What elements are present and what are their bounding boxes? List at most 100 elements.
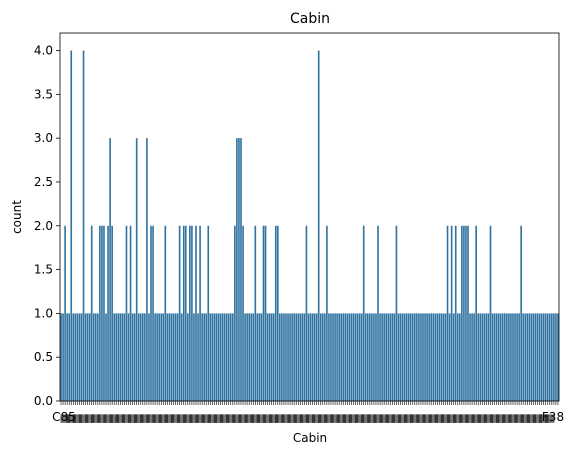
bar: [350, 313, 353, 401]
bar: [434, 313, 437, 401]
x-tick-label-overlap: █: [446, 414, 457, 423]
x-tick-label-overlap: █: [72, 414, 83, 423]
bar: [315, 313, 318, 401]
bar: [272, 313, 275, 401]
bar: [70, 50, 73, 402]
bar: [201, 313, 203, 401]
bar: [520, 225, 522, 401]
bar: [342, 313, 345, 401]
bar: [381, 313, 383, 401]
bar: [62, 313, 64, 401]
bar: [150, 225, 152, 401]
x-tick-label-overlap: █: [415, 414, 426, 423]
bar: [264, 225, 267, 401]
x-tick-label-overlap: █: [182, 414, 193, 423]
x-tick-label-overlap: █: [495, 414, 506, 423]
bar: [236, 138, 238, 401]
bar: [113, 313, 116, 401]
bar: [135, 138, 138, 401]
bar: [60, 313, 62, 401]
bar: [450, 225, 453, 401]
bar: [227, 313, 230, 401]
x-tick-label-overlap: █: [464, 414, 475, 423]
bar: [395, 225, 398, 401]
bar: [326, 225, 328, 401]
bar: [411, 313, 414, 401]
x-tick-label-overlap: █: [452, 414, 463, 423]
x-tick-label-overlap: █: [305, 414, 316, 423]
x-tick-label-overlap: █: [507, 414, 518, 423]
bar: [82, 50, 85, 402]
bar: [117, 313, 120, 401]
y-tick-label: 3.5: [34, 87, 53, 101]
bar: [309, 313, 312, 401]
bar: [416, 313, 418, 401]
bar: [242, 225, 244, 401]
bar: [219, 313, 222, 401]
x-tick-label-overlap: █: [96, 414, 107, 423]
bar: [178, 225, 181, 401]
bar: [546, 313, 549, 401]
bar: [548, 313, 551, 401]
bar: [156, 313, 158, 401]
bar: [340, 313, 343, 401]
x-tick-label-overlap: █: [434, 414, 445, 423]
bar: [352, 313, 355, 401]
bar: [199, 225, 201, 401]
plot-frame: [59, 32, 560, 402]
bar: [328, 313, 330, 401]
bar: [189, 225, 191, 401]
x-tick-label-overlap: █: [127, 414, 138, 423]
x-tick-label-overlap: █: [170, 414, 181, 423]
bar: [68, 313, 71, 401]
bar: [203, 313, 205, 401]
bar: [495, 313, 498, 401]
bar: [465, 225, 467, 401]
bar: [503, 313, 506, 401]
x-tick-label-overlap: █: [513, 414, 524, 423]
bar: [534, 313, 537, 401]
bar: [401, 313, 404, 401]
bar: [303, 313, 306, 401]
bar: [305, 225, 308, 401]
bar: [383, 313, 385, 401]
x-tick-label-overlap: █: [519, 414, 530, 423]
bar: [469, 313, 471, 401]
x-tick-label-overlap: █: [256, 414, 267, 423]
x-tick-label-overlap: █: [391, 414, 402, 423]
bar: [385, 313, 388, 401]
bar: [119, 313, 122, 401]
bar: [481, 313, 484, 401]
bar: [313, 313, 316, 401]
bar: [160, 313, 163, 401]
x-axis: C85 F38██████████████████████████████████…: [52, 401, 564, 424]
bar: [321, 313, 324, 401]
x-tick-label-overlap: █: [299, 414, 310, 423]
bar: [109, 138, 111, 401]
x-tick-label-overlap: █: [335, 414, 346, 423]
bar: [467, 225, 469, 401]
bar: [409, 313, 412, 401]
bar: [422, 313, 424, 401]
bar: [551, 313, 553, 401]
bar: [346, 313, 349, 401]
x-tick-label-overlap: █: [501, 414, 512, 423]
bar: [379, 313, 381, 401]
bar: [276, 225, 279, 401]
bar: [162, 313, 165, 401]
bar: [252, 313, 255, 401]
x-tick-label-overlap: █: [483, 414, 494, 423]
x-tick-label-overlap: █: [532, 414, 543, 423]
bar: [260, 313, 263, 401]
bar: [293, 313, 295, 401]
x-tick-label-overlap: █: [489, 414, 500, 423]
bar: [213, 313, 216, 401]
bar: [319, 313, 322, 401]
x-tick-label-overlap: █: [329, 414, 340, 423]
x-tick-label-overlap: █: [200, 414, 211, 423]
bar: [170, 313, 173, 401]
bar: [493, 313, 496, 401]
bar: [518, 313, 520, 401]
y-axis-label: count: [10, 200, 24, 234]
bar: [526, 313, 529, 401]
